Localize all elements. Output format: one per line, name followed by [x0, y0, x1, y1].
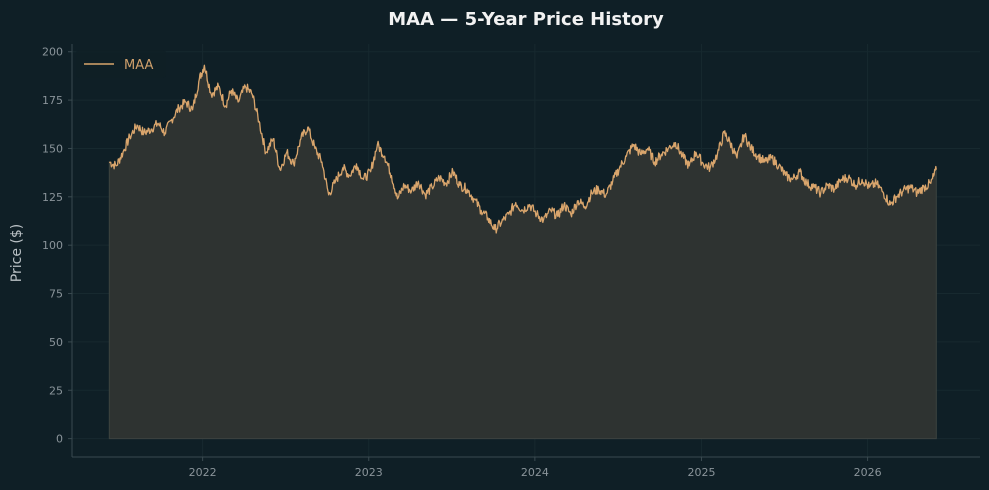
x-tick-label: 2024	[521, 466, 549, 479]
axes	[68, 44, 980, 461]
y-axis-label: Price ($)	[9, 224, 25, 282]
legend: MAA	[76, 50, 166, 78]
x-tick-label: 2022	[189, 466, 217, 479]
y-tick-label: 50	[49, 336, 63, 349]
x-tick-label: 2023	[355, 466, 383, 479]
x-tick-label: 2025	[687, 466, 715, 479]
y-tick-label: 200	[42, 46, 63, 59]
tick-labels: 0 25 50 75 100 125 150 175 200 2022 2023 2024 2025 20…	[42, 46, 882, 479]
area-layer	[108, 64, 937, 440]
series-area-fill	[108, 65, 937, 440]
y-tick-label: 125	[42, 191, 63, 204]
y-tick-label: 25	[49, 384, 63, 397]
legend-box	[76, 50, 166, 78]
chart-title: MAA — 5-Year Price History	[388, 9, 664, 30]
x-tick-label: 2026	[854, 466, 882, 479]
legend-label: MAA	[124, 58, 153, 73]
y-tick-label: 75	[49, 288, 63, 301]
y-tick-label: 100	[42, 239, 63, 252]
y-tick-label: 175	[42, 94, 63, 107]
y-tick-label: 150	[42, 142, 63, 155]
series-line-maa	[108, 64, 937, 234]
y-tick-label: 0	[56, 433, 63, 446]
